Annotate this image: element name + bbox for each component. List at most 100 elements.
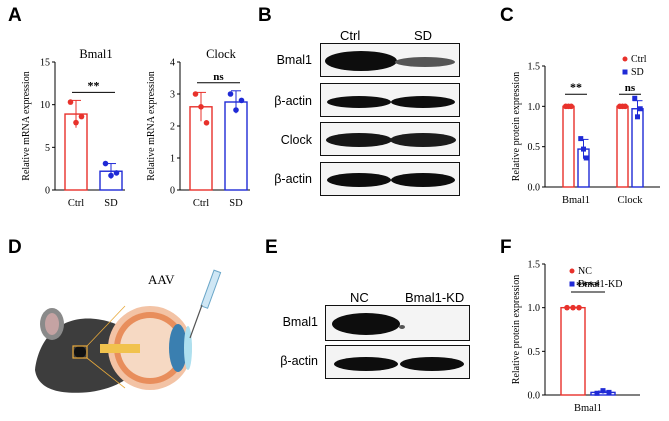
data-point	[78, 113, 85, 120]
chart-protein-expression-c: 0.0 0.5 1.0 1.5 Relative protein expression B…	[511, 54, 660, 206]
data-point	[637, 106, 643, 112]
data-point	[578, 136, 584, 142]
y-axis-label: Relative protein expression	[511, 275, 522, 384]
chart-title: Bmal1	[79, 47, 112, 61]
x-tick-label: Bmal1	[562, 195, 590, 206]
data-point	[581, 146, 586, 152]
panel-letter-d: D	[8, 237, 22, 258]
chart-clock-mrna: 0 1 2 3 4 Relative mRNA expression Clock Ctrl SD…	[146, 47, 250, 209]
data-point	[564, 304, 570, 311]
y-tick-label: 1.0	[528, 303, 541, 314]
y-tick-label: 0.5	[528, 347, 541, 358]
legend-label: NC	[578, 266, 592, 277]
bar	[616, 105, 629, 188]
y-tick-label: 10	[40, 100, 50, 111]
data-point	[622, 103, 629, 110]
legend-marker	[569, 268, 575, 274]
x-tick-label: SD	[104, 198, 118, 209]
data-point	[570, 304, 576, 311]
data-point	[102, 160, 109, 167]
data-point	[600, 388, 606, 394]
data-point	[198, 104, 204, 110]
y-tick-label: 1.5	[528, 62, 541, 73]
y-tick-label: 2	[170, 122, 175, 133]
y-tick-label: 0.0	[528, 391, 541, 402]
legend-marker	[569, 281, 575, 287]
significance-label: ns	[213, 71, 224, 83]
eye-injection-illustration: AAV	[30, 260, 240, 410]
y-axis-label: Relative protein expression	[511, 72, 522, 181]
data-point	[632, 95, 638, 101]
x-tick-label: SD	[229, 198, 243, 209]
data-point	[238, 97, 245, 104]
y-tick-label: 5	[45, 143, 50, 154]
panel-letter-c: C	[500, 5, 514, 26]
y-tick-label: 1.5	[528, 260, 541, 271]
significance-label: **	[88, 78, 100, 92]
blot-e-row-bmal1: Bmal1	[282, 315, 318, 329]
y-axis-label: Relative mRNA expression	[21, 71, 32, 180]
panel-letter-a: A	[8, 5, 22, 26]
data-point	[192, 91, 199, 97]
bar	[562, 105, 575, 188]
legend-label: Ctrl	[631, 54, 647, 65]
data-point	[233, 107, 239, 113]
x-tick-label: Ctrl	[68, 198, 84, 209]
data-point	[568, 103, 575, 110]
data-point	[108, 172, 114, 179]
chart-title: Clock	[206, 47, 237, 61]
blot-b-col-sd: SD	[414, 28, 433, 43]
y-tick-label: 4	[170, 58, 175, 69]
y-tick-label: 0.0	[528, 183, 541, 194]
data-point	[594, 390, 600, 396]
y-tick-label: 1	[170, 154, 175, 165]
y-tick-label: 0	[45, 186, 50, 197]
y-axis-label: Relative mRNA expression	[146, 71, 157, 180]
blot-e-actin	[325, 345, 470, 379]
x-tick-label: Clock	[617, 195, 643, 206]
blot-b-clock	[320, 122, 460, 156]
data-point	[113, 170, 120, 176]
blot-e-row-actin: β-actin	[280, 354, 318, 368]
panel-letter-f: F	[500, 237, 512, 258]
bar	[224, 101, 248, 191]
bar	[631, 108, 644, 188]
significance-label: ns	[625, 82, 636, 94]
chart-bmal1-mrna: 0 5 10 15 Relative mRNA expression Bmal1 Ctrl S…	[21, 47, 125, 209]
y-tick-label: 0	[170, 186, 175, 197]
blot-b-actin-2	[320, 162, 460, 196]
blot-b-col-ctrl: Ctrl	[340, 28, 361, 43]
blot-b-row-clock: Clock	[280, 133, 312, 147]
x-tick-label: Ctrl	[193, 198, 209, 209]
legend-marker	[622, 69, 628, 75]
data-point	[67, 99, 74, 105]
legend-marker	[622, 56, 628, 62]
blot-b-row-actin-2: β-actin	[274, 172, 312, 186]
data-point	[227, 91, 234, 97]
aav-label: AAV	[148, 272, 175, 287]
blot-b-bmal1	[320, 43, 460, 77]
blot-e-col-kd: Bmal1-KD	[405, 290, 465, 305]
legend-label: Bmal1-KD	[578, 279, 622, 290]
data-point	[576, 304, 582, 311]
x-tick-label: Bmal1	[574, 403, 602, 414]
y-tick-label: 0.5	[528, 142, 541, 153]
y-tick-label: 3	[170, 90, 175, 101]
panel-letter-e: E	[265, 237, 278, 258]
chart-protein-expression-f: 0.0 0.5 1.0 1.5 Relative protein expression B…	[511, 260, 640, 414]
blot-b-actin-1	[320, 83, 460, 117]
legend-label: SD	[631, 67, 644, 78]
y-tick-label: 15	[40, 58, 50, 69]
blot-b-row-bmal1: Bmal1	[276, 53, 312, 67]
blot-e-col-nc: NC	[350, 290, 369, 305]
data-point	[203, 120, 210, 126]
blot-e-bmal1	[325, 305, 470, 341]
significance-label: ****	[576, 278, 600, 292]
y-tick-label: 1.0	[528, 102, 541, 113]
bar	[560, 306, 586, 396]
blot-b-row-actin-1: β-actin	[274, 94, 312, 108]
data-point	[606, 389, 612, 395]
data-point	[73, 119, 79, 126]
panel-letter-b: B	[258, 5, 272, 26]
mouse-eye-drawing	[35, 269, 222, 393]
